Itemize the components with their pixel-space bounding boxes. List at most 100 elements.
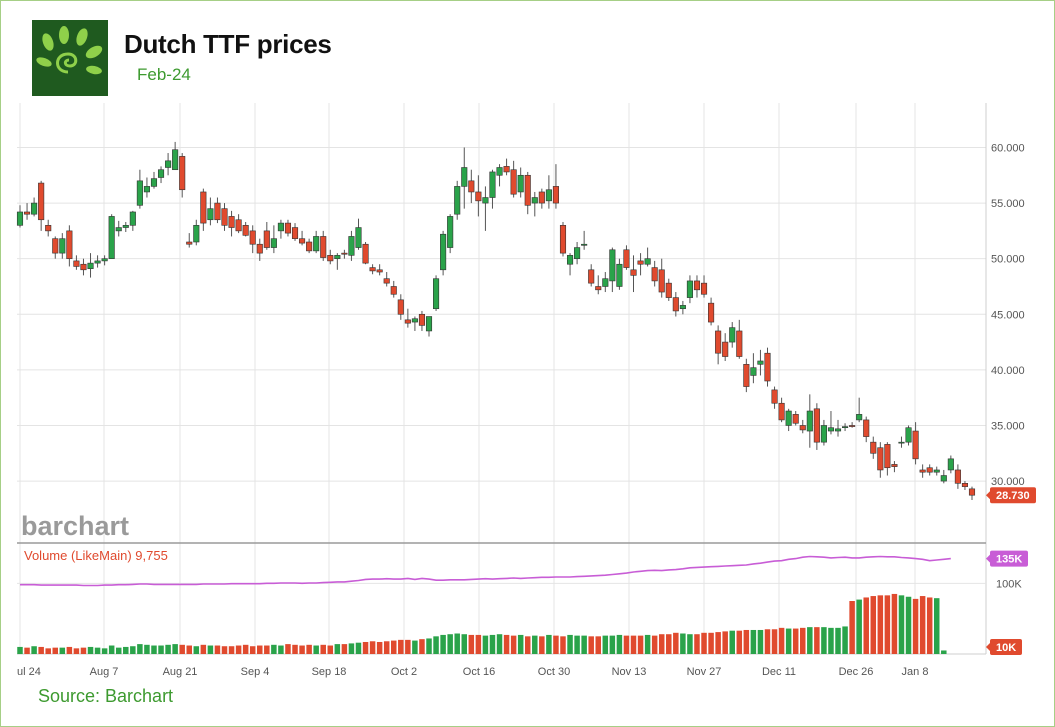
volume-bar — [496, 634, 503, 654]
candle-body — [919, 469, 926, 473]
candle-body — [390, 286, 397, 295]
volume-bar — [24, 647, 30, 654]
candle-body — [80, 263, 87, 271]
volume-bar — [708, 632, 714, 654]
candle-body — [933, 469, 940, 473]
volume-bar — [581, 635, 587, 654]
volume-bar — [905, 596, 912, 654]
volume-bar — [623, 635, 630, 654]
volume-bar — [165, 644, 171, 654]
volume-bar — [80, 647, 87, 654]
volume-bar — [94, 647, 101, 654]
candle-body — [362, 243, 369, 264]
candle-body — [630, 269, 637, 276]
candle-body — [235, 219, 242, 232]
volume-bar — [722, 631, 728, 654]
candle-body — [609, 249, 616, 282]
volume-bar — [362, 641, 369, 654]
candle-body — [369, 267, 376, 272]
volume-last-pointer — [986, 642, 991, 652]
volume-bar — [271, 644, 277, 654]
candle-body — [947, 458, 954, 471]
candle-body — [820, 425, 827, 443]
last-price-tag — [990, 487, 1036, 504]
candle-body — [193, 225, 200, 243]
candle-body — [172, 149, 179, 171]
candle-body — [468, 180, 475, 193]
volume-bar — [658, 634, 665, 654]
candle-body — [94, 260, 101, 264]
candle-body — [348, 236, 355, 256]
candle-body — [531, 197, 538, 204]
candle-body — [715, 330, 722, 354]
candle-body — [792, 414, 799, 424]
volume-bar — [440, 634, 446, 654]
candle-body — [764, 352, 771, 382]
volume-bar — [235, 645, 242, 654]
volume-bar — [546, 634, 552, 654]
volume-bar — [539, 636, 545, 654]
volume-bar — [482, 635, 489, 654]
candle-body — [771, 389, 778, 404]
x-tick-label: Jan 8 — [902, 666, 929, 678]
volume-bar — [595, 636, 602, 654]
volume-bar — [560, 636, 566, 654]
candle-body — [165, 160, 172, 168]
price-tick-label: 30.000 — [991, 476, 1025, 488]
volume-bar — [123, 646, 129, 654]
volume-bar — [66, 646, 73, 654]
x-tick-label: Nov 27 — [687, 666, 722, 678]
candle-body — [489, 171, 496, 198]
candle-body — [433, 278, 440, 310]
candle-body — [383, 278, 390, 284]
candle-body — [877, 447, 884, 471]
volume-bar — [750, 629, 757, 654]
candle-body — [270, 238, 277, 248]
price-tick-label: 60.000 — [991, 142, 1025, 154]
volume-avg-pointer — [986, 553, 991, 564]
candle-body — [115, 227, 122, 232]
volume-bar — [433, 636, 439, 654]
volume-bar — [285, 644, 291, 654]
volume-bar — [673, 632, 679, 654]
candle-body — [179, 156, 186, 191]
candle-body — [644, 258, 651, 265]
candle-body — [785, 410, 792, 426]
chart-subtitle: Feb-24 — [137, 65, 191, 84]
volume-bar — [158, 645, 164, 654]
volume-bar — [228, 646, 235, 654]
volume-bar — [151, 645, 157, 654]
volume-bar — [856, 599, 862, 654]
volume-bar — [835, 627, 841, 654]
price-tick-label: 50.000 — [991, 254, 1025, 266]
candle-body — [545, 189, 552, 202]
volume-bar — [849, 601, 855, 654]
volume-bar — [313, 645, 319, 654]
candle-body — [157, 169, 165, 178]
candle-body — [834, 428, 842, 432]
candle-body — [806, 410, 813, 432]
candle-body — [136, 180, 143, 206]
candle-body — [122, 225, 129, 228]
candle-body — [355, 227, 362, 248]
candle-body — [665, 282, 672, 298]
volume-bar — [510, 635, 517, 654]
candle-body — [143, 186, 150, 193]
volume-bar — [912, 598, 919, 654]
candle-body — [59, 238, 66, 254]
x-tick-label: Dec 26 — [839, 666, 874, 678]
candle-body — [440, 233, 447, 271]
volume-bar — [257, 645, 263, 654]
brand-logo — [32, 20, 108, 96]
candle-body — [66, 230, 73, 259]
candle-body — [954, 469, 961, 484]
candle-body — [496, 167, 503, 176]
volume-bar — [503, 634, 510, 654]
volume-bar — [186, 645, 192, 654]
volume-bar — [31, 646, 37, 654]
volume-bar — [179, 644, 185, 654]
watermark: barchart — [21, 511, 129, 541]
candle-body — [940, 475, 947, 482]
candle-body — [884, 444, 891, 469]
